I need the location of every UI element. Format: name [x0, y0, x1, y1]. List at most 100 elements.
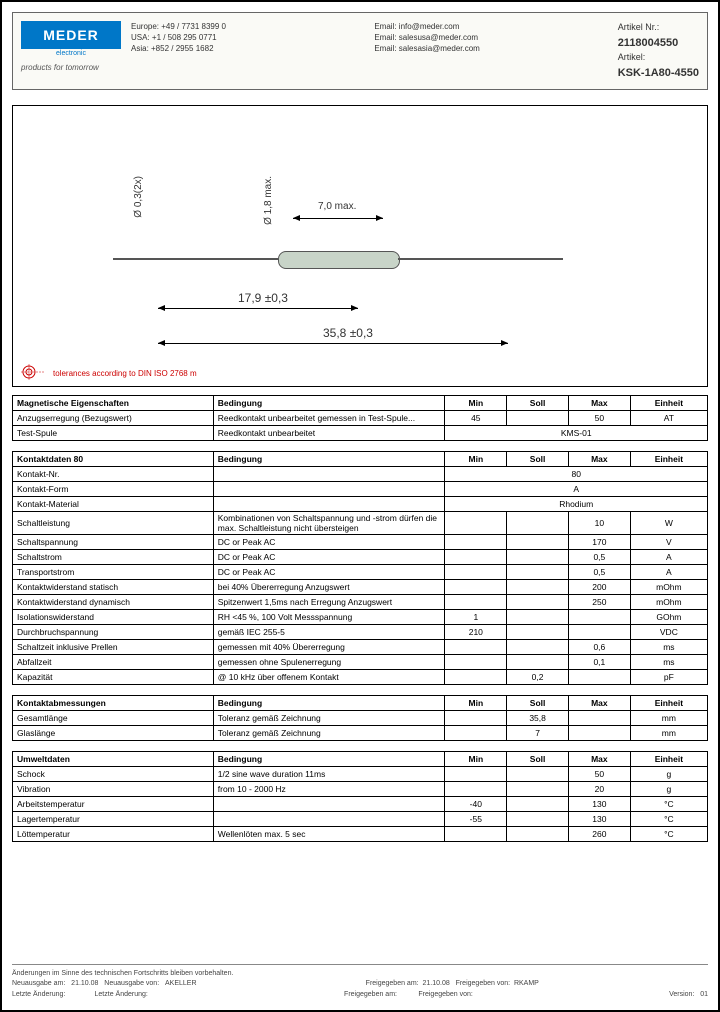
cell-val — [445, 711, 507, 726]
table-row: Kontakt-Material Rhodium — [13, 497, 708, 512]
table-row: SchaltstromDC or Peak AC0,5A — [13, 550, 708, 565]
cell-val — [507, 625, 569, 640]
table-row: Kontaktwiderstand statischbei 40% Überer… — [13, 580, 708, 595]
cell-val — [507, 580, 569, 595]
cell-val — [445, 767, 507, 782]
th-min: Min — [445, 396, 507, 411]
cell-val: °C — [630, 797, 707, 812]
th-min: Min — [445, 452, 507, 467]
footer-row-2: Letzte Änderung: Letzte Änderung: Freige… — [12, 990, 708, 1001]
dim-358: 35,8 ±0,3 — [323, 326, 373, 340]
cell-param: Kontakt-Nr. — [13, 467, 214, 482]
cell-val — [445, 655, 507, 670]
ver: 01 — [700, 991, 708, 998]
cell-span: Rhodium — [445, 497, 708, 512]
cell-val — [445, 827, 507, 842]
cell-val — [568, 610, 630, 625]
contact-email: Email: info@meder.com Email: salesusa@me… — [374, 21, 607, 81]
cell-val — [507, 550, 569, 565]
table-row: Abfallzeitgemessen ohne Spulenerregung0,… — [13, 655, 708, 670]
cell-param: Gesamtlänge — [13, 711, 214, 726]
email-2: Email: salesusa@meder.com — [374, 32, 607, 43]
cell-val: ms — [630, 655, 707, 670]
cell-span: A — [445, 482, 708, 497]
cell-val: g — [630, 767, 707, 782]
cell-val: W — [630, 512, 707, 535]
cell-param: Schock — [13, 767, 214, 782]
cell-val — [507, 640, 569, 655]
table-row: Vibrationfrom 10 - 2000 Hz20g — [13, 782, 708, 797]
cell-val: 0,1 — [568, 655, 630, 670]
cell-val: 0,6 — [568, 640, 630, 655]
cell-cond: Toleranz gemäß Zeichnung — [213, 726, 445, 741]
article-label: Artikel: — [618, 51, 699, 65]
th-umwelt-title: Umweltdaten — [13, 752, 214, 767]
footer: Änderungen im Sinne des technischen Fort… — [12, 964, 708, 1001]
cell-cond: Reedkontakt unbearbeitet gemessen in Tes… — [213, 411, 445, 426]
cell-cond: Spitzenwert 1,5ms nach Erregung Anzugswe… — [213, 595, 445, 610]
dim-70: 7,0 max. — [318, 201, 356, 212]
cell-val: 0,2 — [507, 670, 569, 685]
article-nr: 2118004550 — [618, 35, 699, 52]
cell-val — [507, 411, 569, 426]
th-einheit: Einheit — [630, 452, 707, 467]
table-magnetic: Magnetische Eigenschaften Bedingung Min … — [12, 395, 708, 441]
cell-val: 1 — [445, 610, 507, 625]
th-cond: Bedingung — [213, 452, 445, 467]
table-row: Anzugserregung (Bezugswert)Reedkontakt u… — [13, 411, 708, 426]
email-3: Email: salesasia@meder.com — [374, 43, 607, 54]
table-row: Schock1/2 sine wave duration 11ms50g — [13, 767, 708, 782]
table-row: IsolationswiderstandRH <45 %, 100 Volt M… — [13, 610, 708, 625]
th-soll: Soll — [507, 752, 569, 767]
cell-val — [445, 670, 507, 685]
cell-param: Schaltleistung — [13, 512, 214, 535]
neu-am: 21.10.08 — [71, 980, 98, 987]
arrow-179 — [158, 308, 358, 309]
cell-val: g — [630, 782, 707, 797]
table-row: Kapazität@ 10 kHz über offenem Kontakt0,… — [13, 670, 708, 685]
th-max: Max — [568, 696, 630, 711]
cell-val: 50 — [568, 411, 630, 426]
cell-val — [568, 670, 630, 685]
cell-cond: Kombinationen von Schaltspannung und -st… — [213, 512, 445, 535]
cell-param: Isolationswiderstand — [13, 610, 214, 625]
cell-cond: DC or Peak AC — [213, 565, 445, 580]
cell-param: Vibration — [13, 782, 214, 797]
cell-val — [507, 512, 569, 535]
cell-cond: from 10 - 2000 Hz — [213, 782, 445, 797]
cell-val — [507, 655, 569, 670]
cell-cond: Toleranz gemäß Zeichnung — [213, 711, 445, 726]
table-row: LöttemperaturWellenlöten max. 5 sec260°C — [13, 827, 708, 842]
header-box: MEDER electronic products for tomorrow E… — [12, 12, 708, 90]
frei-von-l: Freigegeben von: — [456, 980, 510, 987]
cell-val — [445, 726, 507, 741]
th-max: Max — [568, 752, 630, 767]
footer-row-1: Neuausgabe am: 21.10.08 Neuausgabe von: … — [12, 979, 708, 990]
cell-val: A — [630, 550, 707, 565]
th-cond: Bedingung — [213, 396, 445, 411]
article-nr-label: Artikel Nr.: — [618, 21, 699, 35]
arrow-358 — [158, 343, 508, 344]
cell-val: mOhm — [630, 580, 707, 595]
frei-von: RKAMP — [514, 980, 539, 987]
cell-val — [445, 640, 507, 655]
arrow-70 — [293, 218, 383, 219]
table-row: Lagertemperatur-55130°C — [13, 812, 708, 827]
cell-val — [445, 580, 507, 595]
cell-cond: 1/2 sine wave duration 11ms — [213, 767, 445, 782]
cell-cond: gemäß IEC 255-5 — [213, 625, 445, 640]
th-soll: Soll — [507, 396, 569, 411]
neu-von-l: Neuausgabe von: — [104, 980, 159, 987]
cell-val: AT — [630, 411, 707, 426]
th-abm-title: Kontaktabmessungen — [13, 696, 214, 711]
cell-val: °C — [630, 812, 707, 827]
th-max: Max — [568, 452, 630, 467]
email-1: Email: info@meder.com — [374, 21, 607, 32]
cell-cond: gemessen mit 40% Übererregung — [213, 640, 445, 655]
cell-param: Kontakt-Material — [13, 497, 214, 512]
cell-val — [507, 797, 569, 812]
cell-val: 35,8 — [507, 711, 569, 726]
cell-val: mm — [630, 726, 707, 741]
cell-param: Anzugserregung (Bezugswert) — [13, 411, 214, 426]
th-cond: Bedingung — [213, 696, 445, 711]
